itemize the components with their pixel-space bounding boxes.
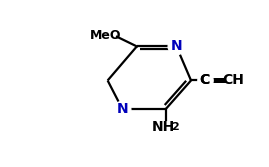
Text: MeO: MeO <box>90 29 121 42</box>
Text: C: C <box>199 73 210 88</box>
Text: 2: 2 <box>172 122 179 132</box>
Text: CH: CH <box>222 73 244 88</box>
Text: C: C <box>199 73 210 88</box>
Text: N: N <box>171 39 182 53</box>
Text: N: N <box>116 102 128 116</box>
Text: NH: NH <box>151 120 175 134</box>
